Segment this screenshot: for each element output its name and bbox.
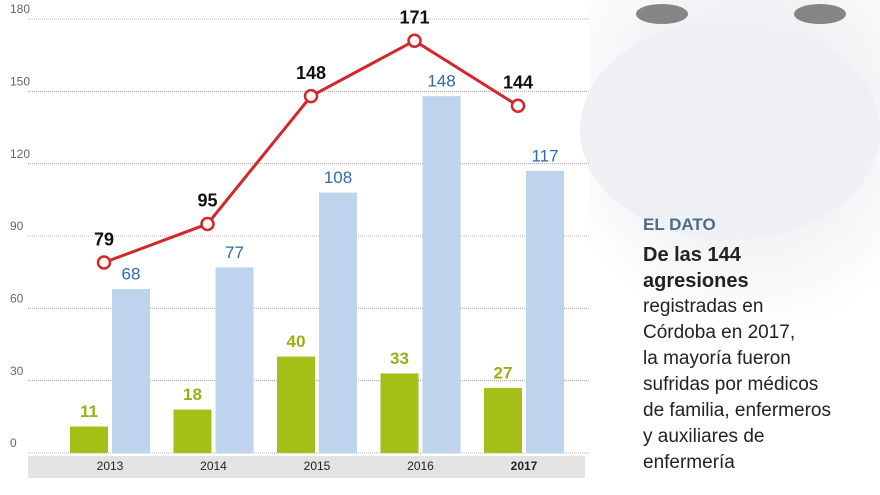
body-line: Córdoba en 2017, (643, 322, 796, 343)
x-tick-label: 2015 (304, 459, 331, 473)
line-point (96, 255, 112, 270)
side-text: EL DATO De las 144 agresiones registrada… (643, 212, 873, 476)
value-label: 33 (390, 349, 409, 368)
line-point (407, 33, 422, 48)
value-label: 148 (427, 72, 455, 91)
bar (484, 387, 522, 453)
bar (112, 289, 150, 453)
value-label: 18 (183, 385, 202, 404)
value-label: 95 (197, 191, 217, 211)
x-tick-label: 2016 (407, 459, 434, 473)
value-label: 108 (324, 168, 352, 187)
x-tick-label: 2013 (97, 459, 124, 473)
value-label: 77 (225, 243, 244, 262)
value-label: 27 (494, 363, 513, 382)
eye (794, 4, 846, 24)
y-tick-label: 60 (10, 292, 24, 306)
y-tick-label: 150 (10, 75, 30, 89)
x-tick-label: 2014 (200, 459, 227, 473)
mask (580, 20, 880, 240)
y-tick-label: 180 (10, 2, 30, 16)
body-line: de familia, enfermeros (643, 400, 831, 421)
value-label: 40 (287, 332, 306, 351)
value-label: 11 (80, 402, 98, 421)
value-label: 171 (399, 7, 429, 27)
headline: agresiones (643, 270, 749, 292)
y-tick-label: 120 (10, 147, 30, 161)
bar (215, 267, 254, 453)
body-line: y auxiliares de (643, 426, 765, 447)
y-tick-label: 0 (10, 436, 17, 450)
line-point (303, 88, 319, 104)
y-tick-label: 30 (10, 364, 24, 378)
value-label: 68 (122, 265, 141, 284)
body-line: sufridas por médicos (643, 374, 819, 395)
value-label: 148 (296, 63, 326, 83)
line-point (200, 216, 215, 232)
headline: De las 144 (643, 244, 741, 266)
bar (277, 356, 315, 453)
y-tick-label: 90 (10, 219, 24, 233)
bar (70, 426, 108, 453)
bar (422, 96, 461, 454)
value-label: 144 (503, 73, 533, 93)
line-point (510, 98, 526, 114)
body-line: la mayoría fueron (643, 348, 791, 369)
bar (526, 170, 564, 453)
eye (636, 4, 688, 24)
x-tick-label: 2017 (511, 459, 538, 473)
bar (319, 192, 357, 453)
bar (173, 409, 212, 453)
body-line: enfermería (643, 452, 735, 473)
bar (380, 373, 419, 453)
x-axis-band (28, 456, 585, 478)
body-line: registradas en (643, 296, 764, 317)
value-label: 79 (94, 229, 114, 249)
side-label: EL DATO (643, 215, 716, 234)
value-label: 117 (531, 146, 558, 165)
